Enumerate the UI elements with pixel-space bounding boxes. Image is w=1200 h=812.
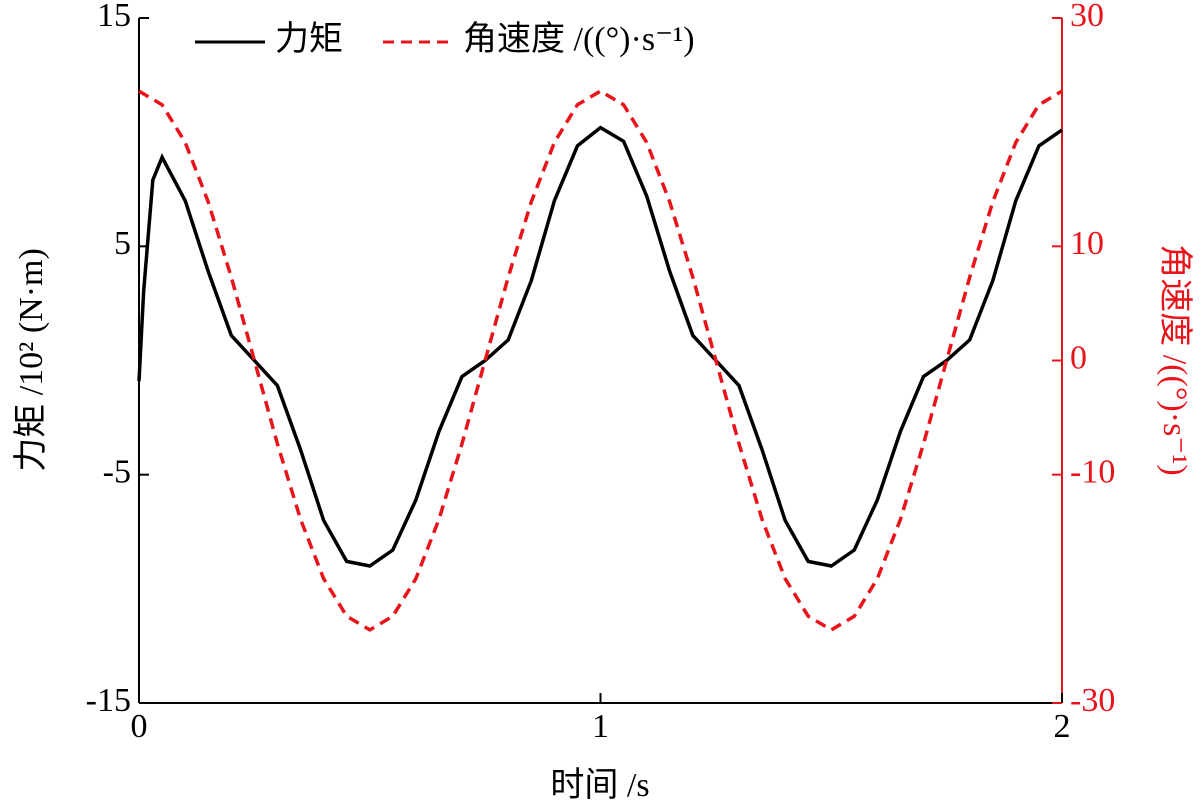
y2-tick-label: 30	[1070, 0, 1104, 34]
y-axis-label: 力矩 /10² (N·m)	[12, 248, 50, 472]
y-tick-label: 15	[97, 0, 131, 34]
series-line	[137, 125, 1063, 568]
y2-tick-label: -30	[1070, 682, 1115, 719]
y-tick-label: -15	[86, 682, 131, 719]
x-axis-label: 时间 /s	[550, 767, 649, 804]
x-tick-label: 1	[592, 708, 609, 745]
y-tick-label: 5	[114, 225, 131, 262]
legend-label: 力矩	[275, 20, 343, 58]
series-line	[138, 89, 1063, 632]
y2-axis-label: 角速度 /((°)·s⁻¹)	[1156, 244, 1194, 476]
y-tick-label: -5	[103, 453, 131, 490]
x-tick-label: 0	[131, 708, 148, 745]
legend-label: 角速度 /((°)·s⁻¹)	[463, 20, 695, 58]
y2-tick-label: -10	[1070, 453, 1115, 490]
y2-tick-label: 10	[1070, 225, 1104, 262]
x-tick-label: 2	[1054, 708, 1071, 745]
y2-tick-label: 0	[1070, 339, 1087, 376]
